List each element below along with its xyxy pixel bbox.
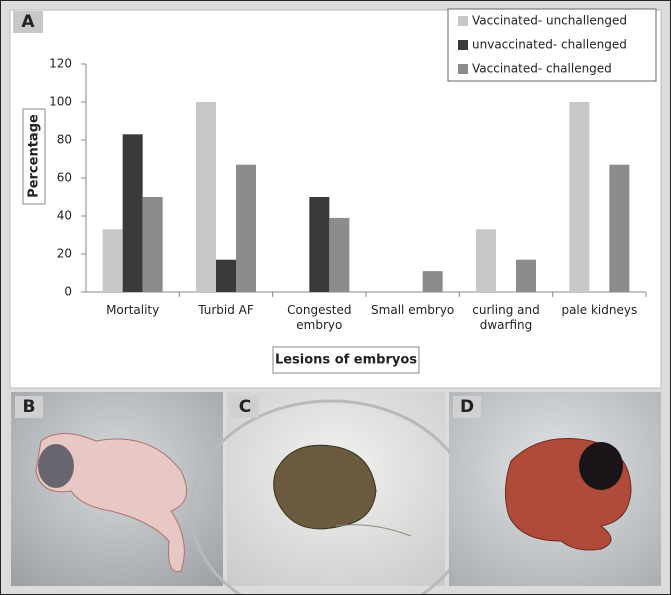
bar (329, 217, 350, 292)
x-tick-label: curling and dwarfing (472, 303, 540, 332)
embryo-c-cord (335, 524, 412, 537)
panel-label: C (239, 397, 251, 417)
bar (102, 229, 123, 292)
y-tick-label: 40 (57, 209, 72, 223)
legend-swatch (458, 16, 468, 26)
y-tick-label: 60 (57, 171, 72, 185)
panel-label: A (21, 12, 35, 32)
bar (216, 259, 236, 292)
panel-label-box (13, 11, 43, 33)
legend-label: unvaccinated- challenged (472, 38, 627, 52)
bar (142, 197, 163, 292)
panel-label-box (231, 396, 259, 418)
x-tick-label: Mortality (106, 303, 160, 317)
x-tick-label: Congested embryo (287, 303, 352, 332)
bar (516, 259, 536, 292)
x-tick-label: Small embryo (371, 303, 455, 317)
y-label-box (22, 108, 46, 205)
bar (476, 229, 496, 292)
bar (196, 102, 216, 292)
panel-label: D (460, 397, 474, 417)
bar (236, 164, 256, 292)
legend-label: Vaccinated- challenged (472, 62, 612, 76)
bar (609, 164, 630, 292)
panel-label-box (453, 396, 481, 418)
x-axis-title: Lesions of embryos (275, 353, 417, 368)
embryo-b-eye (38, 444, 74, 488)
panel-label: B (23, 397, 36, 417)
legend-swatch (458, 40, 468, 50)
embryo-c (273, 444, 377, 530)
x-tick-label: pale kidneys (561, 303, 638, 317)
y-tick-label: 120 (49, 57, 72, 71)
legend-label: Vaccinated- unchallenged (472, 14, 627, 28)
y-tick-label: 0 (64, 285, 72, 299)
x-label-box (272, 346, 420, 374)
y-tick-label: 80 (57, 133, 72, 147)
y-tick-label: 20 (57, 247, 72, 261)
y-axis-title: Percentage (27, 114, 42, 198)
bar (422, 271, 443, 292)
embryo-d-eye (579, 442, 623, 490)
bar (569, 102, 590, 292)
bar (122, 134, 143, 292)
legend (447, 8, 657, 82)
panel-label-box (15, 396, 43, 418)
y-tick-label: 100 (49, 95, 72, 109)
legend-swatch (458, 64, 468, 74)
x-tick-label: Turbid AF (198, 303, 254, 317)
bar (309, 197, 330, 292)
